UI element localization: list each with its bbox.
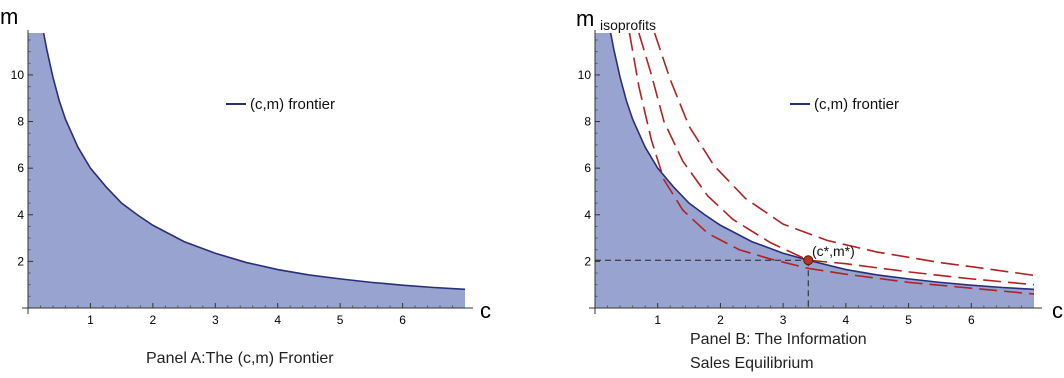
panel-b-x-tick-label: 4 [843,313,850,327]
panel-a-y-tick-label: 2 [17,254,24,268]
panel-a-x-tick-label: 2 [150,313,157,327]
panel-b-y-tick-label: 8 [584,115,591,129]
panel-b-x-tick-label: 6 [968,313,975,327]
panel-a-plot: 1 2 3 4 5 6 2 4 6 8 10 [11,30,473,327]
panel-a-frontier-area [28,33,465,308]
panel-b-y-tick-label: 10 [578,68,592,82]
panel-a-y-tick-label: 6 [17,161,24,175]
panel-a: 1 2 3 4 5 6 2 4 6 8 10 m c (c,m) frontier Panel A:… [0,4,491,367]
panel-a-x-tick-label: 5 [337,313,344,327]
panel-a-x-tick-label: 4 [274,313,281,327]
panel-a-y-tick-label: 4 [17,208,24,222]
panel-b-legend-label: (c,m) frontier [814,96,899,113]
panel-b-isoprofit-curve-1 [628,32,1035,295]
panel-a-y-tick-label: 8 [17,115,24,129]
panel-b-legend: (c,m) frontier [790,96,899,113]
panel-a-caption: Panel A:The (c,m) Frontier [146,350,334,367]
panel-b-caption-line-1: Panel B: The Information [690,331,867,348]
panel-a-legend: (c,m) frontier [226,96,335,113]
panel-a-y-axis-label: m [0,4,18,29]
panel-a-x-tick-label: 1 [87,313,94,327]
panel-a-y-tick-label: 10 [11,68,25,82]
panel-b-frontier-area [595,33,1034,308]
panel-b-y-tick-label: 4 [584,208,591,222]
panel-a-x-axis-label: c [480,298,491,323]
panel-b-x-tick-label: 5 [905,313,912,327]
panel-b-x-axis-label: c [1052,298,1063,323]
panel-a-legend-label: (c,m) frontier [250,96,335,113]
panel-b-y-tick-label: 6 [584,161,591,175]
panel-b-isoprofit-curve-2 [638,32,1035,286]
equilibrium-point [803,255,814,266]
panel-b-y-axis-label: m [576,6,594,31]
panel-b-x-tick-label: 1 [654,313,661,327]
panel-b-isoprofit-curve-3 [653,32,1035,277]
panel-a-x-tick-label: 3 [212,313,219,327]
panel-b-plot: 1 2 3 4 5 6 2 4 6 8 10 [578,30,1042,327]
panel-b-x-tick-label: 2 [717,313,724,327]
panel-b-caption-line-2: Sales Equilibrium [690,355,814,372]
panel-b-frontier-line [609,32,1035,291]
panel-b: 1 2 3 4 5 6 2 4 6 8 10 m isoprofits c (c,m) fronti… [576,6,1063,372]
panel-b-x-tick-label: 3 [780,313,787,327]
panel-b-y-tick-label: 2 [584,254,591,268]
panel-a-x-tick-label: 6 [399,313,406,327]
equilibrium-label: (c*,m*) [812,243,855,259]
isoprofits-annotation: isoprofits [600,17,656,33]
panel-a-frontier-line [42,32,466,291]
